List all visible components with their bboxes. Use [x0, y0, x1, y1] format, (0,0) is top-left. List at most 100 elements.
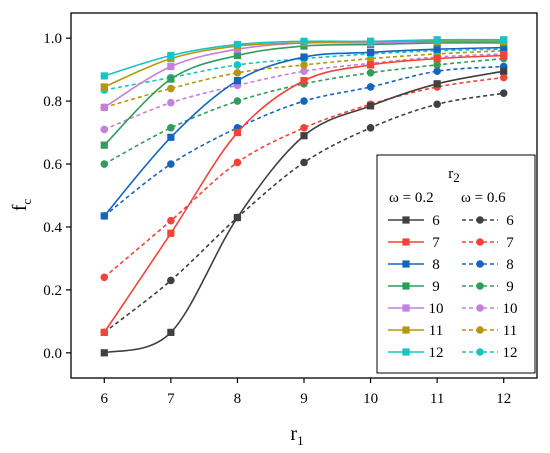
legend-title-main: r	[448, 166, 453, 182]
series-6-omega-06-point-3	[300, 158, 308, 167]
x-tick-label-5: 11	[430, 391, 444, 407]
legend-entry-omega02-11-marker	[402, 326, 410, 334]
series-12-omega-02-point-5	[433, 36, 441, 44]
x-tick-label-1: 7	[167, 391, 175, 407]
series-7-omega-06-point-6	[499, 73, 508, 82]
legend-entry-omega02-6-marker	[402, 216, 410, 224]
legend-col-header-1: ω = 0.2	[389, 190, 434, 206]
series-8-omega-02-point-6	[500, 44, 508, 52]
series-6-omega-02-point-0	[100, 349, 108, 357]
series-8-omega-02-point-0	[100, 212, 108, 220]
series-11-omega-06-point-1	[167, 84, 175, 93]
series-9-omega-06-point-4	[366, 68, 375, 77]
series-7-omega-02-point-1	[167, 229, 175, 237]
series-8-omega-02-point-2	[233, 77, 242, 85]
axes-layer: 6 7 8 9 10 11 12 0.0 0.2 0.4 0.6 0.8 1.0	[43, 31, 511, 407]
series-7-omega-02-point-3	[300, 77, 308, 85]
x-tick-label-2: 8	[234, 391, 242, 407]
series-6-omega-06-point-4	[366, 124, 375, 132]
x-tick-label-3: 9	[300, 391, 308, 407]
legend-entry-omega02-8-marker	[402, 260, 410, 268]
series-8-omega-06-point-5	[433, 67, 441, 76]
series-8-omega-06-point-3	[300, 97, 308, 105]
x-tick-label-4: 10	[363, 391, 378, 407]
series-7-omega-06-point-2	[233, 158, 242, 167]
series-12-omega-02-point-0	[100, 72, 108, 80]
legend-entry-omega02-12-label: 12	[429, 345, 444, 361]
series-10-omega-06-point-3	[300, 67, 308, 76]
legend-entry-omega02-6-label: 6	[432, 213, 440, 229]
legend-col-header-2: ω = 0.6	[461, 190, 506, 206]
legend-entry-omega06-8-marker	[476, 260, 484, 268]
legend: r2 ω = 0.2 ω = 0.6 6 7 8 9 10 11 12 6 7 8 9 10 11 12	[376, 154, 536, 374]
series-9-omega-02-point-2	[233, 51, 242, 60]
series-7-omega-02-point-0	[100, 328, 108, 336]
series-12-omega-02-point-2	[233, 40, 242, 49]
series-11-omega-02-point-0	[100, 83, 108, 91]
legend-entry-omega06-8-label: 8	[506, 257, 514, 273]
series-8-omega-06-point-1	[167, 160, 175, 168]
series-6-omega-02-point-3	[300, 132, 308, 140]
series-7-omega-02-point-6	[500, 51, 508, 60]
legend-entry-omega02-8-label: 8	[432, 257, 440, 273]
series-6-omega-06-point-5	[433, 100, 441, 109]
series-9-omega-02-point-0	[100, 141, 108, 149]
y-tick-label-4: 0.8	[43, 94, 62, 110]
y-axis-title-sub: c	[19, 199, 34, 205]
series-9-omega-02-point-1	[167, 75, 175, 83]
series-7-omega-02-point-2	[233, 128, 242, 137]
series-layer	[100, 36, 508, 357]
legend-entry-omega06-6-marker	[476, 216, 484, 224]
legend-entry-omega06-7-marker	[476, 238, 484, 246]
series-8-omega-02-point-4	[366, 48, 375, 56]
series-8-omega-02-point-1	[167, 133, 175, 141]
x-axis-title-sub: 1	[297, 433, 304, 448]
series-12-omega-02-point-1	[167, 51, 175, 60]
legend-entry-omega02-10-label: 10	[429, 301, 444, 317]
legend-entry-omega02-9-marker	[402, 282, 410, 290]
series-8-omega-06-point-4	[366, 83, 375, 91]
legend-entry-omega06-12-label: 12	[503, 345, 518, 361]
x-tick-label-0: 6	[101, 391, 109, 407]
series-9-omega-06-point-1	[167, 124, 175, 132]
legend-entry-omega06-6-label: 6	[506, 213, 514, 229]
legend-entry-omega06-9-marker	[476, 282, 484, 290]
series-10-omega-06-point-1	[167, 98, 175, 107]
y-tick-label-2: 0.4	[43, 220, 62, 236]
series-6-omega-06-point-6	[499, 89, 508, 98]
series-7-omega-06-point-3	[300, 124, 308, 132]
legend-entry-omega02-9-label: 9	[432, 279, 440, 295]
series-7-omega-02-point-4	[366, 61, 375, 69]
legend-entry-omega06-12-marker	[476, 348, 484, 356]
legend-entry-omega06-9-label: 9	[506, 279, 514, 295]
series-6-omega-06-point-1	[167, 276, 175, 285]
legend-entry-omega02-7-label: 7	[432, 235, 440, 251]
y-tick-label-5: 1.0	[43, 31, 62, 47]
series-11-omega-06-point-3	[300, 61, 308, 69]
series-9-omega-06-point-2	[233, 97, 242, 105]
series-7-omega-06-point-1	[167, 216, 175, 225]
series-6-omega-02-point-4	[366, 102, 375, 110]
legend-entry-omega02-11-label: 11	[429, 323, 443, 339]
legend-entry-omega02-10-marker	[402, 304, 410, 312]
series-12-omega-02-point-3	[300, 37, 308, 45]
legend-entry-omega06-7-label: 7	[506, 235, 514, 251]
legend-entry-omega06-10-label: 10	[503, 301, 518, 317]
series-7-omega-06-point-0	[100, 273, 109, 282]
legend-entry-omega02-12-marker	[402, 348, 410, 356]
x-tick-label-6: 12	[496, 391, 511, 407]
series-10-omega-02-point-0	[100, 103, 108, 111]
series-7-omega-02-point-5	[433, 55, 441, 63]
series-8-omega-02-point-5	[433, 45, 441, 53]
legend-title: r2	[448, 166, 460, 185]
x-axis-title: r1	[290, 423, 303, 448]
y-tick-label-3: 0.6	[43, 157, 62, 173]
series-6-omega-02-point-1	[167, 328, 175, 336]
y-axis-title-main: f	[9, 204, 31, 211]
x-axis-title-main: r	[290, 423, 297, 445]
series-9-omega-06-point-5	[433, 61, 441, 69]
series-6-omega-02-point-6	[500, 67, 508, 75]
series-12-omega-06-point-2	[233, 61, 242, 69]
series-6-omega-02-point-5	[433, 80, 441, 88]
